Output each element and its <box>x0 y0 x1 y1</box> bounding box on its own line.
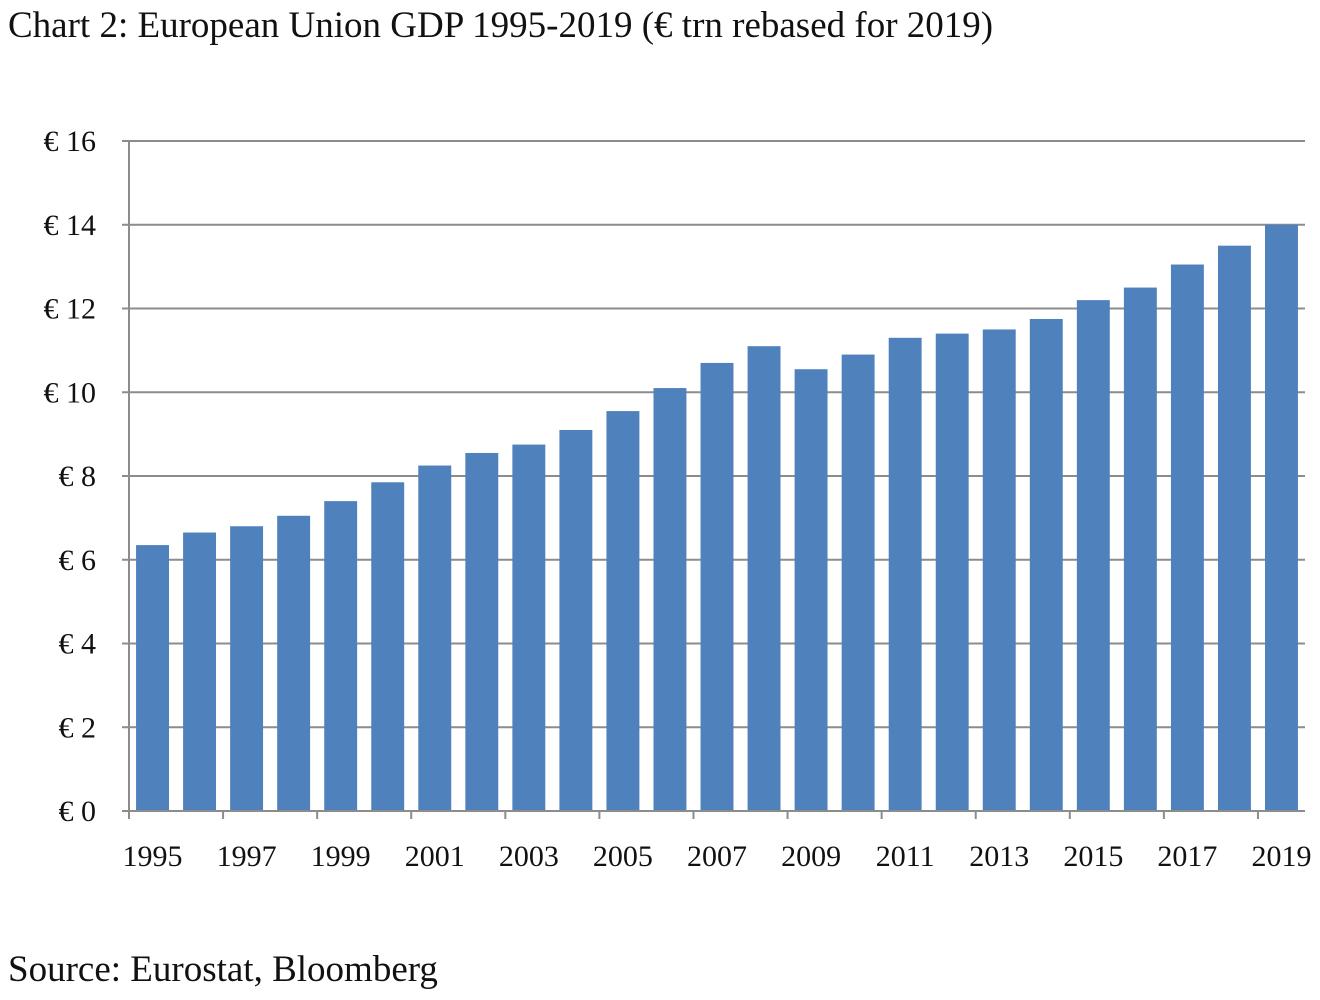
bar-2003 <box>512 444 546 811</box>
bar-2016 <box>1123 287 1157 811</box>
x-tick-label: 2013 <box>969 840 1029 873</box>
y-tick-labels: € 0 € 2 € 4 € 6 € 8 € 10 € 12 € 14 € 16 <box>44 125 97 828</box>
bar-2002 <box>465 452 499 811</box>
x-tick-label: 2005 <box>593 840 653 873</box>
x-tick-label: 1995 <box>123 840 183 873</box>
y-tick-label: € 6 <box>59 544 97 577</box>
bar-2000 <box>371 482 405 811</box>
bar-2007 <box>700 362 734 811</box>
bar-2010 <box>841 354 875 811</box>
bar-1995 <box>136 545 169 811</box>
x-tick-label: 2001 <box>405 840 465 873</box>
x-tick-label: 2007 <box>687 840 747 873</box>
y-tick-label: € 12 <box>44 293 97 326</box>
bars <box>136 224 1298 811</box>
bar-2013 <box>982 329 1016 811</box>
chart-title: Chart 2: European Union GDP 1995-2019 (€… <box>8 5 994 46</box>
bar-2014 <box>1029 318 1063 811</box>
x-tick-label: 2009 <box>781 840 841 873</box>
bar-2008 <box>747 346 781 811</box>
source-note: Source: Eurostat, Bloomberg <box>8 949 438 990</box>
y-tick-label: € 16 <box>44 125 97 158</box>
y-tick-label: € 10 <box>44 376 97 409</box>
bar-2006 <box>653 388 687 811</box>
y-tick-label: € 8 <box>59 460 97 493</box>
axes <box>122 140 1305 819</box>
y-tick-label: € 4 <box>59 628 97 661</box>
x-tick-label: 2011 <box>876 840 935 873</box>
y-tick-label: € 2 <box>59 711 97 744</box>
x-tick-label: 2015 <box>1063 840 1123 873</box>
x-tick-label: 2017 <box>1157 840 1217 873</box>
x-tick-label: 2019 <box>1251 840 1311 873</box>
y-tick-label: € 0 <box>59 795 97 828</box>
bar-2015 <box>1076 300 1110 811</box>
x-tick-label: 2003 <box>499 840 559 873</box>
bar-2009 <box>794 369 828 811</box>
y-tick-label: € 14 <box>44 209 97 242</box>
bar-1999 <box>324 501 358 811</box>
x-tick-labels: 1995 1997 1999 2001 2003 2005 2007 2009 2011 2013… <box>123 840 1312 873</box>
bar-2001 <box>418 465 452 811</box>
bar-2017 <box>1170 264 1204 811</box>
bar-2018 <box>1217 245 1251 811</box>
bar-2004 <box>559 429 593 811</box>
x-tick-label: 1997 <box>217 840 277 873</box>
bar-1997 <box>230 526 264 811</box>
bar-2019 <box>1265 224 1298 811</box>
bar-1996 <box>183 532 217 811</box>
bar-1998 <box>277 515 311 811</box>
x-tick-label: 1999 <box>311 840 371 873</box>
bar-2012 <box>935 333 969 811</box>
bar-2011 <box>888 337 922 811</box>
bar-2005 <box>606 411 640 811</box>
